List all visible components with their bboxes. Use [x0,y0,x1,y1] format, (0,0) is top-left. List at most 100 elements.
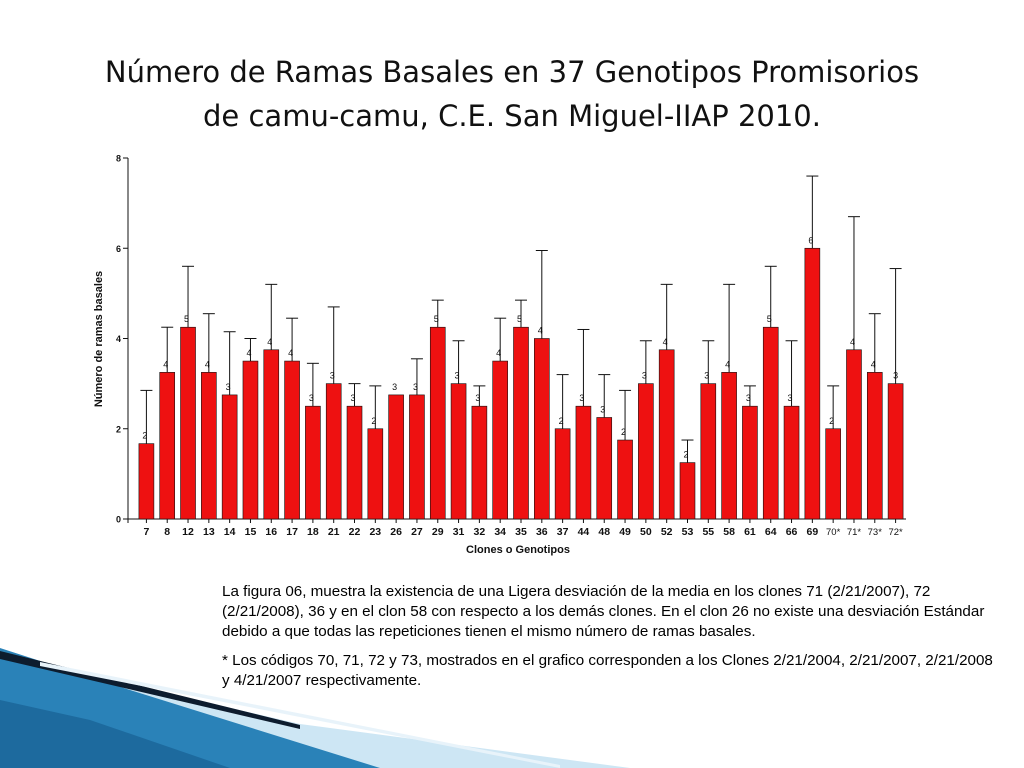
x-tick-label: 61 [744,526,756,538]
x-tick-label: 50 [640,526,652,538]
x-tick-label: 14 [224,526,236,538]
bar [887,383,904,520]
x-tick-label: 66 [786,526,798,538]
x-tick-label: 7 [143,526,149,538]
bar [367,428,384,520]
chart-data-labels: 2 4 5 4 3 4 4 4 3 3 3 2 3 3 5 3 3 4 5 4 2 3 3 2 3 4 2 3 4 3 5 3 6 2 4 4 3 [142,235,898,459]
chart-error-bars [140,175,902,463]
x-tick-label: 71* [847,527,862,538]
data-label: 4 [538,326,543,336]
bar [513,326,529,520]
bar [221,394,238,520]
bar [138,443,155,520]
x-tick-label: 58 [723,526,735,538]
data-label: 4 [663,337,668,347]
data-label: 3 [642,371,647,381]
bar [325,383,342,520]
bar [866,372,883,520]
x-tick-label: 35 [515,526,527,538]
x-tick-label: 17 [286,526,298,538]
data-label: 3 [704,371,709,381]
y-tick-label: 6 [116,244,121,254]
data-label: 2 [371,416,376,426]
bar [450,383,467,520]
bar [783,405,800,520]
x-tick-label: 27 [411,526,423,538]
x-tick-label: 32 [474,526,486,538]
bar [596,417,613,520]
data-label: 5 [767,314,772,324]
chart-x-tick-labels: 7 8 12 13 14 15 16 17 18 21 22 23 26 27 29 31 32 34 35 36 37… [143,526,903,538]
data-label: 3 [579,393,584,403]
y-tick-label: 0 [116,515,121,525]
x-tick-label: 22 [349,526,361,538]
x-tick-label: 16 [265,526,277,538]
x-tick-label: 31 [453,526,465,538]
x-tick-label: 12 [182,526,194,538]
bar [721,372,737,520]
bar [638,383,654,520]
y-axis-title: Número de ramas basales [93,271,105,407]
slide-title: Número de Ramas Basales en 37 Genotipos … [60,50,964,138]
x-tick-label: 29 [432,526,444,538]
x-tick-label: 69 [807,526,819,538]
x-tick-label: 37 [557,526,569,538]
decoration-mid-blue [0,700,230,768]
data-label: 3 [893,371,898,381]
slide-title-line-1: Número de Ramas Basales en 37 Genotipos … [104,55,920,89]
data-label: 3 [330,371,335,381]
x-tick-label: 73* [868,527,883,538]
x-tick-label: 13 [203,526,215,538]
bar [762,326,779,520]
x-tick-label: 72* [888,527,903,538]
data-label: 2 [142,431,147,441]
data-label: 3 [226,382,231,392]
caption: La figura 06, muestra la existencia de u… [222,582,1002,700]
bar [700,383,717,520]
x-tick-label: 44 [578,526,590,538]
bar [742,405,758,520]
data-label: 3 [600,404,605,414]
data-label: 6 [808,235,813,245]
data-label: 3 [788,393,793,403]
bar [284,360,300,520]
bar [305,405,321,520]
data-label: 4 [267,337,272,347]
bar [201,372,217,520]
chart-y-tick-labels: 0 2 4 6 8 [116,154,121,525]
bar [617,439,633,520]
data-label: 5 [434,314,439,324]
slide-title-line-2: de camu-camu, C.E. San Miguel-IIAP 2010. [203,99,821,133]
bar [846,349,862,520]
x-tick-label: 64 [765,526,777,538]
data-label: 2 [829,416,834,426]
chart-bars [138,247,904,520]
data-label: 2 [621,427,626,437]
bar [263,349,280,520]
x-axis-title: Clones o Genotipos [466,544,570,556]
y-tick-label: 2 [116,424,121,434]
bar [679,462,696,520]
data-label: 4 [850,337,855,347]
data-label: 4 [496,348,501,358]
x-tick-label: 48 [598,526,610,538]
x-tick-label: 52 [661,526,673,538]
bar [180,326,196,520]
x-tick-label: 55 [702,526,714,538]
data-label: 5 [184,314,189,324]
data-label: 2 [683,450,688,460]
x-tick-label: 8 [164,526,170,538]
bar [575,405,592,520]
data-label: 4 [288,348,293,358]
data-label: 4 [205,359,210,369]
x-tick-label: 21 [328,526,340,538]
x-tick-label: 26 [390,526,402,538]
x-tick-label: 36 [536,526,548,538]
caption-paragraph-2: * Los códigos 70, 71, 72 y 73, mostrados… [222,652,993,689]
bar [429,326,446,520]
data-label: 3 [475,393,480,403]
x-tick-label: 23 [369,526,381,538]
bar [346,405,363,520]
bar [471,405,488,520]
